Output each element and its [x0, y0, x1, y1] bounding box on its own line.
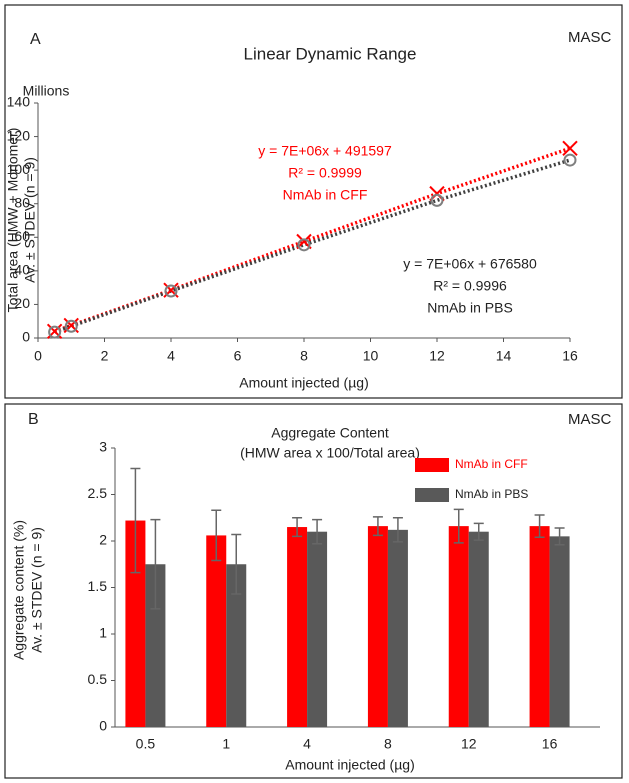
x-tick-label: 8 [300, 348, 308, 364]
point [164, 284, 178, 298]
trend-equation: y = 7E+06x + 491597 [258, 143, 392, 159]
chart-title: Aggregate Content [271, 425, 389, 441]
y-tick-label: 80 [14, 194, 30, 210]
bar [448, 526, 469, 727]
error-bar [150, 518, 161, 610]
x-tick-label: 10 [363, 348, 379, 364]
point [562, 140, 578, 157]
x-tick-label: 1 [222, 736, 230, 752]
error-bar [130, 467, 141, 574]
error-bar [211, 509, 222, 562]
point [64, 319, 78, 333]
x-tick-label: 14 [496, 348, 512, 364]
bar [206, 535, 227, 727]
x-tick-label: 4 [167, 348, 175, 364]
y-tick-label: 0.5 [88, 671, 108, 687]
y-axis-label: Av. ± STDEV (n = 9) [22, 157, 38, 283]
bar [226, 564, 247, 727]
y-axis-label: Av. ± STDEV (n = 9) [29, 527, 45, 653]
y-tick-label: 2.5 [88, 485, 108, 501]
y-tick-label: 1.5 [88, 578, 108, 594]
y-axis-label: Total area (HMW + Monomer) [5, 128, 21, 313]
legend-label: NmAb in CFF [455, 457, 528, 471]
y-tick-label: 20 [14, 295, 30, 311]
y-tick-label: 100 [7, 161, 31, 177]
error-bar [231, 533, 242, 595]
legend-label: NmAb in PBS [455, 487, 528, 501]
y-tick-label: 0 [22, 329, 30, 345]
x-axis-label: Amount injected (µg) [285, 757, 414, 773]
bar [287, 527, 308, 727]
x-tick-label: 8 [384, 736, 392, 752]
error-bar [392, 517, 403, 543]
panel-note: MASC [568, 411, 612, 428]
point [48, 325, 62, 339]
chart-subtitle: (HMW area x 100/Total area) [240, 445, 420, 461]
error-bar [453, 508, 464, 544]
y-tick-label: 140 [7, 94, 31, 110]
x-axis-label: Amount injected (µg) [239, 375, 368, 391]
chart-title: Linear Dynamic Range [244, 44, 417, 63]
x-tick-label: 12 [429, 348, 445, 364]
y-tick-label: 40 [14, 262, 30, 278]
panel-label: A [30, 31, 41, 48]
point [297, 238, 311, 252]
bar [468, 531, 489, 727]
legend-swatch [415, 458, 449, 472]
trend-equation: y = 7E+06x + 676580 [403, 256, 537, 272]
panel-note: MASC [568, 29, 612, 46]
x-tick-label: 6 [234, 348, 242, 364]
x-tick-label: 0.5 [136, 736, 156, 752]
legend-swatch [415, 488, 449, 502]
y-tick-label: 60 [14, 228, 30, 244]
y-axis-label: Aggregate content (%) [11, 520, 27, 660]
bar [367, 526, 388, 727]
bar [387, 529, 408, 727]
y-unit: Millions [23, 83, 70, 99]
y-tick-label: 0 [99, 718, 107, 734]
bar [529, 526, 550, 727]
trend-series-name: NmAb in CFF [283, 187, 368, 203]
error-bar [554, 527, 565, 546]
trend-r2: R² = 0.9999 [288, 165, 362, 181]
error-bar [473, 522, 484, 541]
x-tick-label: 0 [34, 348, 42, 364]
panel-label: B [28, 411, 39, 428]
panel-frame [4, 403, 623, 779]
error-bar [292, 517, 303, 538]
bar [549, 536, 570, 727]
y-tick-label: 1 [99, 625, 107, 641]
trend-r2: R² = 0.9996 [433, 278, 507, 294]
x-tick-label: 2 [101, 348, 109, 364]
error-bar [312, 518, 323, 545]
y-tick-label: 3 [99, 439, 107, 455]
x-tick-label: 16 [542, 736, 558, 752]
panel-frame [4, 4, 623, 399]
trend-series-name: NmAb in PBS [427, 300, 513, 316]
point [430, 193, 444, 207]
x-tick-label: 16 [562, 348, 578, 364]
x-tick-label: 4 [303, 736, 311, 752]
y-tick-label: 120 [7, 127, 31, 143]
error-bar [372, 516, 383, 537]
error-bar [534, 514, 545, 539]
bar [145, 564, 166, 727]
y-tick-label: 2 [99, 532, 107, 548]
point [563, 153, 577, 167]
bar [307, 531, 328, 727]
x-tick-label: 12 [461, 736, 477, 752]
